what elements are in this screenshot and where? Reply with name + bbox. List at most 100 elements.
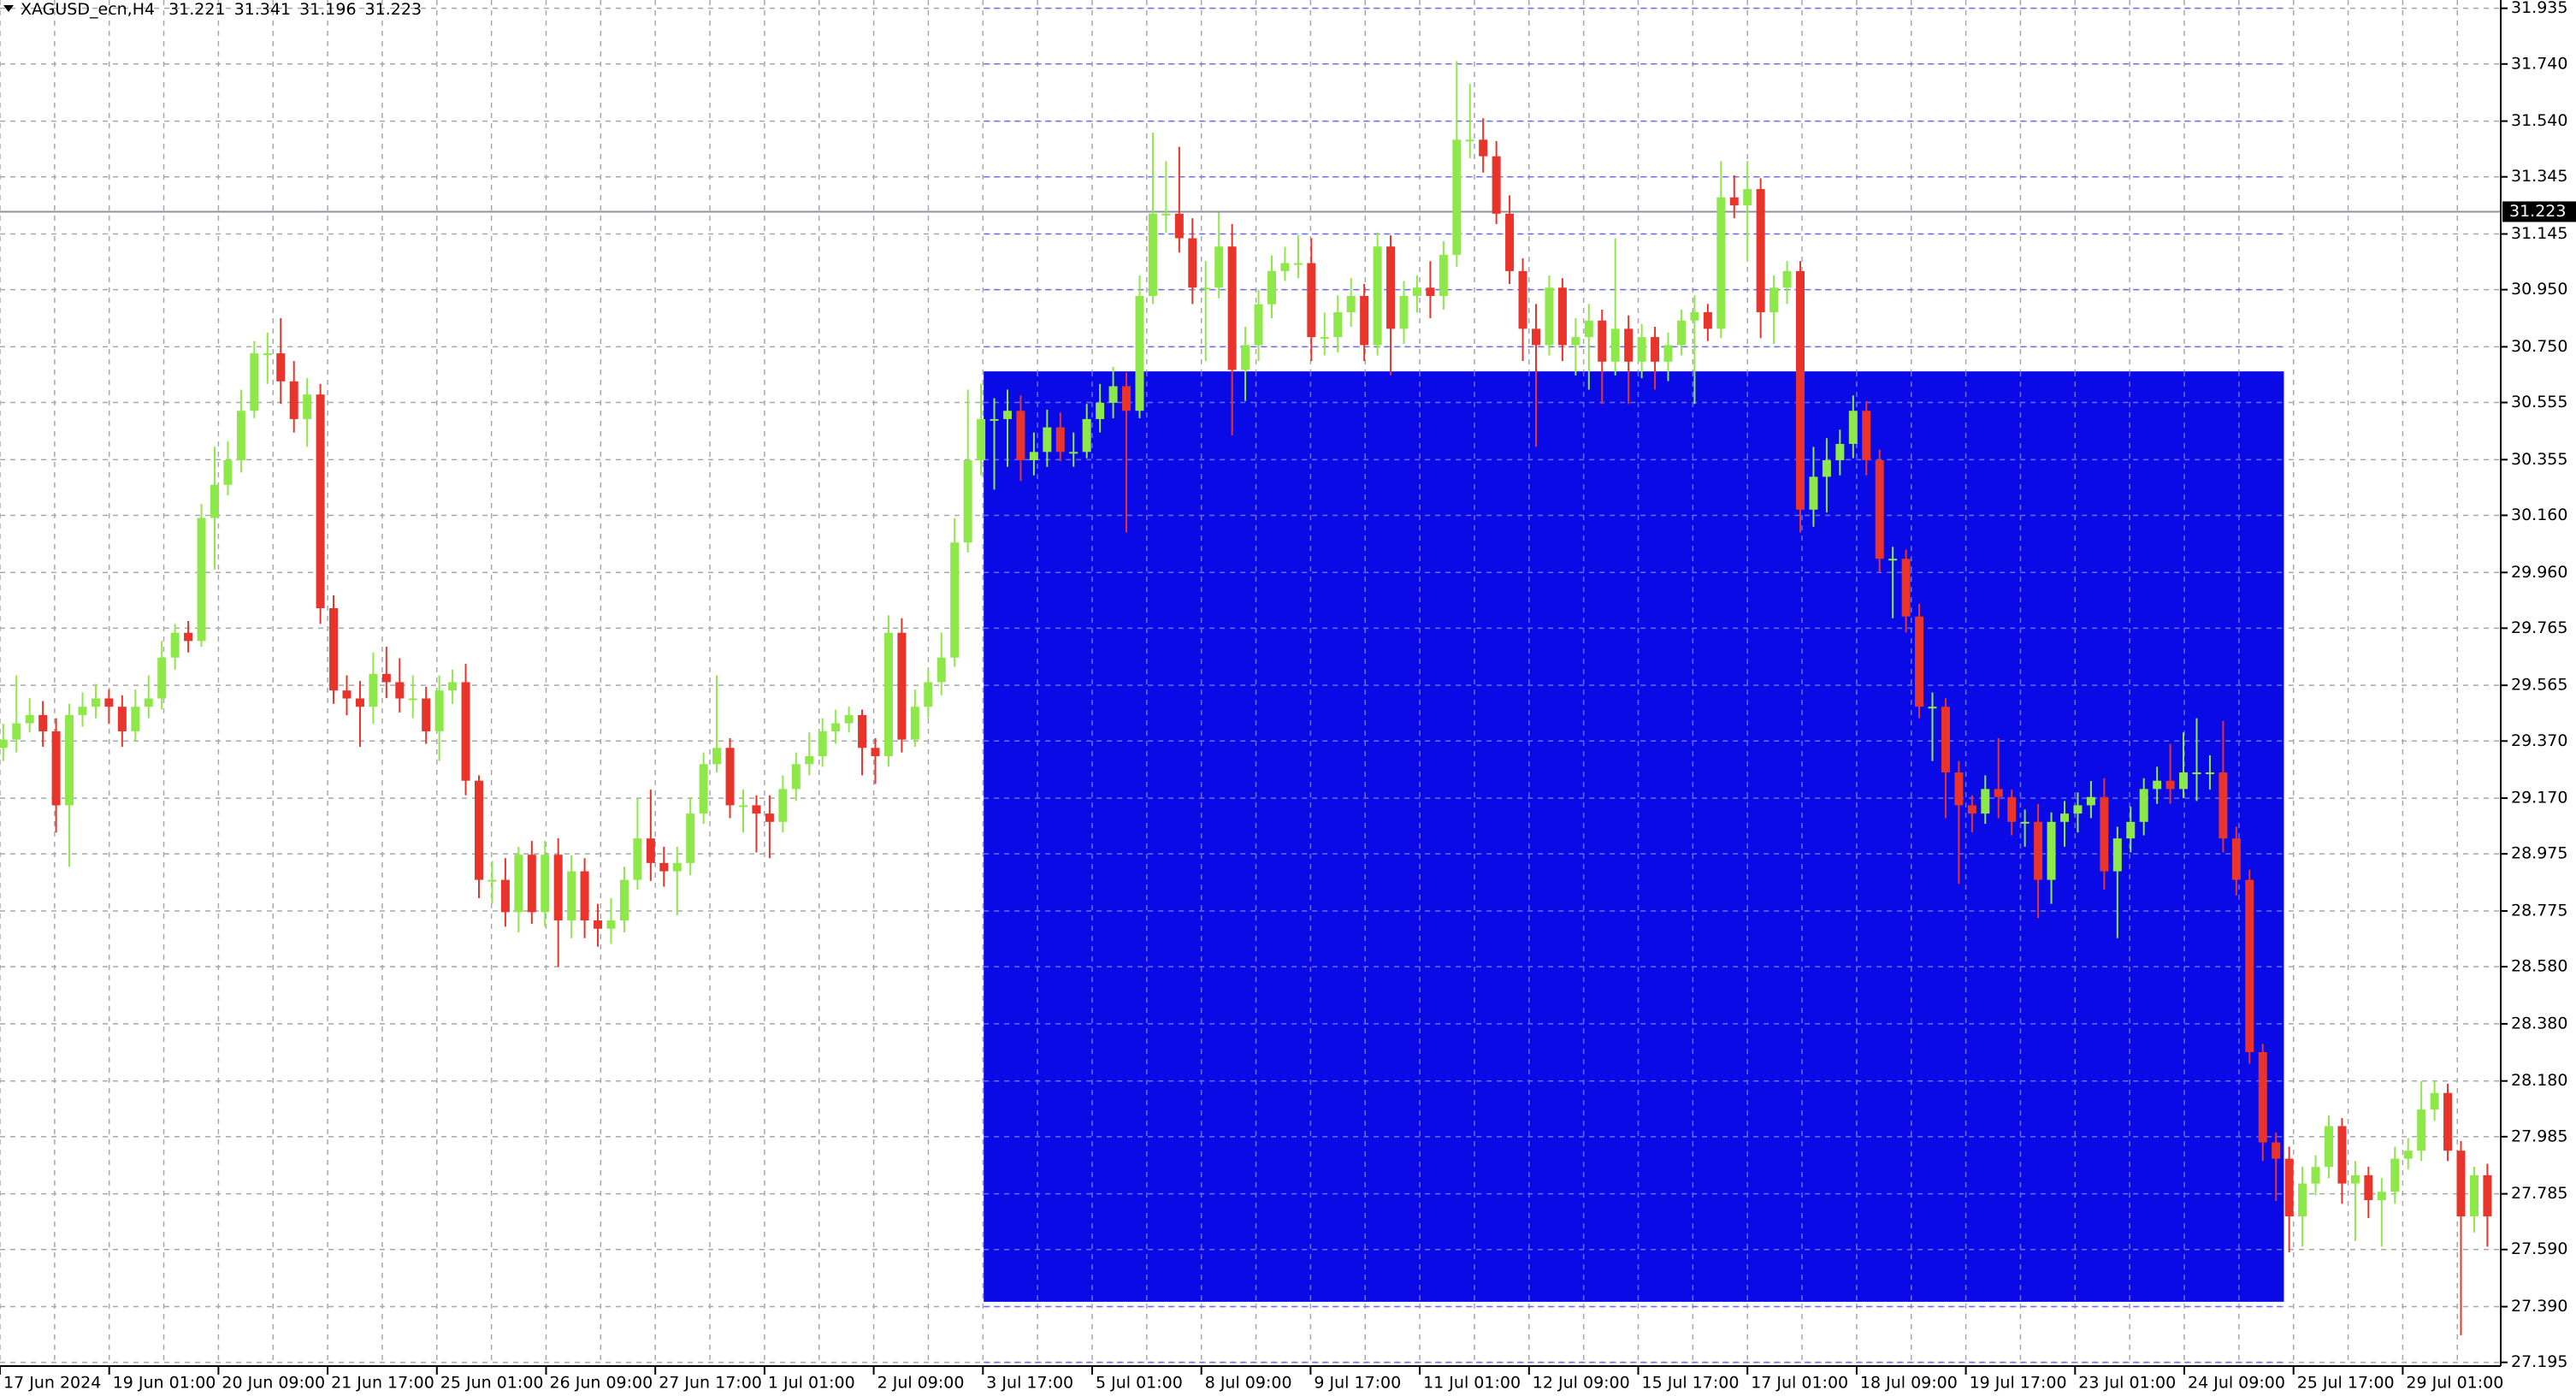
- candle: [381, 647, 391, 699]
- candle: [355, 681, 364, 747]
- candle-body: [1915, 616, 1924, 707]
- candle: [1703, 304, 1712, 341]
- candle: [2298, 1166, 2307, 1247]
- menu-triangle[interactable]: [3, 5, 14, 12]
- candle-body: [1426, 287, 1435, 296]
- header-open: 31.221: [168, 0, 225, 19]
- candle-body: [1188, 238, 1197, 288]
- candle-body: [1096, 402, 1105, 419]
- candle: [157, 641, 167, 710]
- candle-body: [316, 394, 325, 609]
- candle: [739, 790, 747, 833]
- candle-body: [1122, 386, 1131, 411]
- candle-body: [289, 381, 298, 419]
- candle: [1571, 318, 1580, 376]
- candle-body: [2258, 1051, 2267, 1143]
- candle-body: [831, 723, 841, 731]
- y-tick-label: 31.345: [2511, 167, 2567, 186]
- candle-body: [1532, 328, 1540, 346]
- candle-body: [2403, 1151, 2413, 1159]
- candle-body: [2430, 1092, 2439, 1110]
- x-tick-label: 26 Jun 09:00: [550, 1374, 653, 1393]
- candle-body: [1360, 295, 1369, 346]
- candle: [725, 737, 735, 819]
- candle-body: [1994, 789, 2003, 797]
- candle: [2311, 1155, 2320, 1196]
- candle-body: [1346, 295, 1356, 313]
- y-tick-label: 28.775: [2511, 902, 2567, 920]
- candle-body: [104, 698, 114, 707]
- candle: [263, 332, 272, 384]
- candle: [765, 795, 774, 859]
- candle-body: [580, 871, 589, 921]
- y-tick-label: 30.555: [2511, 393, 2567, 411]
- candle: [329, 594, 339, 704]
- candle-body: [422, 698, 431, 731]
- candle-body: [791, 764, 801, 790]
- candle-body: [1293, 263, 1303, 265]
- x-tick-label: 17 Jun 2024: [3, 1374, 101, 1393]
- marks: [0, 7, 2501, 1363]
- candle: [1135, 275, 1144, 418]
- current-price-tag: [2502, 201, 2576, 222]
- candle-body: [223, 460, 233, 485]
- candle-body: [1254, 304, 1263, 346]
- candle-body: [2219, 772, 2228, 839]
- candle: [778, 775, 788, 833]
- candle-body: [2192, 772, 2201, 775]
- candle: [1096, 383, 1105, 433]
- candle: [38, 701, 48, 747]
- candle-body: [2034, 821, 2043, 880]
- candle-body: [355, 698, 364, 707]
- candle: [2179, 732, 2189, 799]
- candle-body: [2417, 1109, 2426, 1151]
- candle-body: [659, 862, 669, 872]
- x-tick-label: 3 Jul 17:00: [986, 1374, 1073, 1393]
- candle: [541, 841, 550, 927]
- candle-body: [1267, 270, 1276, 305]
- candle: [1293, 235, 1303, 279]
- candle: [131, 689, 140, 742]
- candle: [712, 675, 722, 773]
- candle-body: [2179, 772, 2189, 790]
- y-tick-label: 27.985: [2511, 1127, 2567, 1145]
- candle: [1426, 261, 1435, 319]
- candle: [1835, 429, 1845, 476]
- candle: [594, 903, 603, 947]
- candle: [1452, 61, 1462, 267]
- candle-body: [448, 682, 458, 691]
- candle: [1532, 304, 1540, 447]
- candle: [2377, 1178, 2386, 1247]
- candle: [1373, 232, 1382, 356]
- candle: [2165, 743, 2175, 804]
- candle: [2364, 1166, 2373, 1219]
- candle: [527, 841, 536, 925]
- candle: [2020, 809, 2029, 847]
- candle: [2034, 803, 2043, 919]
- candle: [1307, 238, 1316, 362]
- candle: [1412, 275, 1421, 313]
- candle: [2112, 826, 2122, 938]
- candle: [487, 861, 497, 904]
- y-tick-label: 29.565: [2511, 676, 2567, 695]
- candle-body: [2100, 796, 2109, 872]
- candle: [1663, 332, 1673, 382]
- candle: [1280, 246, 1290, 281]
- y-tick-label: 27.590: [2511, 1239, 2567, 1258]
- y-tick-label: 29.370: [2511, 731, 2567, 750]
- candle: [1796, 261, 1805, 533]
- candle: [1875, 449, 1884, 573]
- x-tick-label: 23 Jul 01:00: [2078, 1374, 2176, 1393]
- candle-body: [1214, 246, 1224, 288]
- y-tick-label: 30.750: [2511, 337, 2567, 356]
- candle: [1676, 310, 1686, 356]
- candle: [422, 686, 431, 744]
- candle-body: [1941, 707, 1950, 773]
- candle: [1029, 432, 1038, 476]
- candle: [1161, 161, 1171, 233]
- candle-body: [65, 714, 74, 806]
- candle-body: [910, 707, 919, 740]
- y-tick-label: 28.380: [2511, 1014, 2567, 1032]
- candle-body: [1610, 328, 1620, 362]
- candle-body: [1954, 772, 1964, 806]
